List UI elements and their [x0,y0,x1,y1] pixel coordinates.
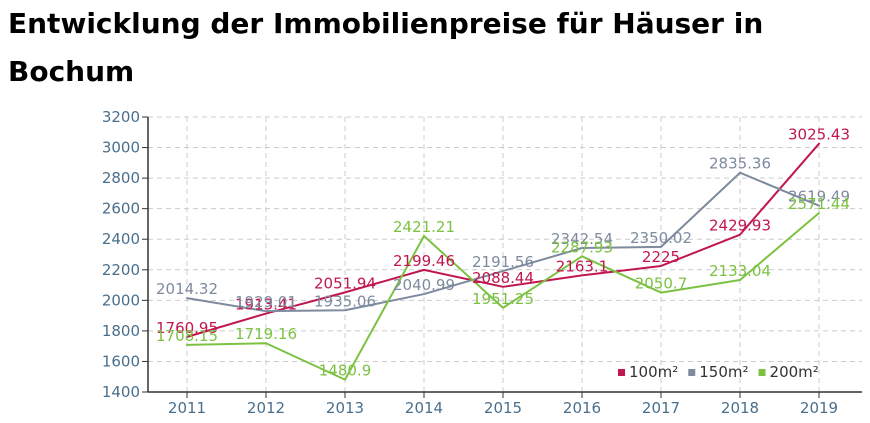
data-label: 2350.02 [630,229,692,247]
series-line-1 [186,142,820,338]
data-label: 2040.99 [393,276,455,294]
legend-label: 200m² [770,363,819,381]
data-label: 2429.93 [709,217,771,235]
x-tick-label: 2017 [642,399,680,417]
y-tick-label: 1400 [102,383,140,401]
chart-title: Entwicklung der Immobilienpreise für Häu… [8,7,764,88]
data-label: 2014.32 [156,280,218,298]
x-tick-label: 2018 [721,399,759,417]
data-label: 2287.93 [551,238,613,256]
y-tick-label: 2600 [102,200,140,218]
legend-label: 150m² [699,363,748,381]
legend-marker [618,369,625,376]
y-tick-label: 2800 [102,169,140,187]
data-label: 2088.44 [472,269,534,287]
x-tick-label: 2013 [326,399,364,417]
data-label: 2421.21 [393,218,455,236]
y-tick-label: 1600 [102,352,140,370]
data-label: 2835.36 [709,155,771,173]
data-label: 2199.46 [393,252,455,270]
data-label: 2619.49 [788,188,850,206]
legend-label: 100m² [629,363,678,381]
y-tick-label: 1800 [102,322,140,340]
x-tick-label: 2015 [484,399,522,417]
y-tick-label: 2200 [102,261,140,279]
data-label: 2191.56 [472,253,534,271]
y-tick-label: 3000 [102,139,140,157]
data-label: 1719.16 [235,325,297,343]
data-label: 2571.44 [788,195,850,213]
data-label: 2051.94 [314,274,376,292]
data-label: 3025.43 [788,126,850,144]
x-tick-label: 2014 [405,399,443,417]
x-tick-label: 2019 [800,399,838,417]
data-label: 1951.25 [472,290,534,308]
data-label: 1760.95 [156,319,218,337]
data-label: 2342.54 [551,230,613,248]
data-label: 2133.04 [709,262,771,280]
data-label: 2225 [642,248,680,266]
data-label: 1929.01 [235,293,297,311]
x-tick-label: 2011 [168,399,206,417]
series-line-2 [186,171,820,313]
data-label: 1913.41 [235,296,297,314]
data-label: 2050.7 [635,275,688,293]
legend-marker [688,369,696,376]
y-tick-label: 3200 [102,108,140,126]
y-tick-label: 2400 [102,230,140,248]
y-tick-label: 2000 [102,291,140,309]
x-tick-label: 2016 [563,399,601,417]
series-line-3 [186,212,820,381]
legend-marker [758,369,766,376]
data-label: 1708.15 [156,327,218,345]
x-tick-label: 2012 [247,399,285,417]
data-label: 1935.06 [314,292,376,310]
data-label: 2163.1 [556,257,609,275]
data-label: 1480.9 [319,362,372,380]
